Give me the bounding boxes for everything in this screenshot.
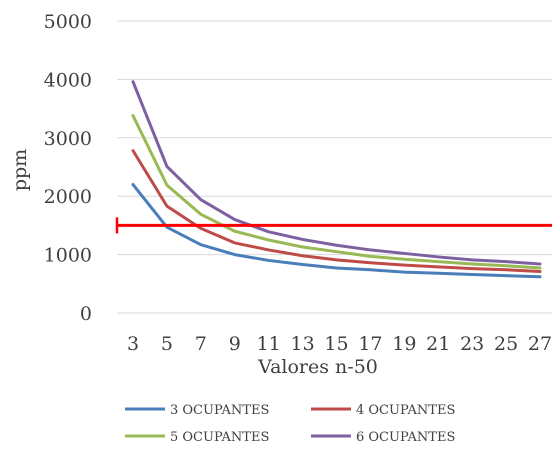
x-tick-label: 9 — [229, 333, 241, 355]
x-axis-title: Valores n-50 — [257, 356, 378, 378]
y-tick-label: 1000 — [44, 245, 92, 267]
x-tick-label: 3 — [127, 333, 139, 355]
x-tick-label: 11 — [257, 333, 281, 355]
series-line-2 — [131, 149, 542, 274]
legend-label: 5 OCUPANTES — [170, 430, 269, 445]
x-tick-label: 15 — [324, 333, 348, 355]
y-tick-label: 2000 — [44, 186, 92, 208]
reference-line-group — [115, 217, 552, 234]
y-tick-label: 3000 — [44, 128, 92, 150]
x-tick-label: 13 — [290, 333, 314, 355]
y-tick-label: 4000 — [44, 69, 92, 91]
x-tick-label: 7 — [195, 333, 207, 355]
y-tick-label: 0 — [80, 303, 92, 325]
x-tick-label: 19 — [392, 333, 416, 355]
gridlines — [117, 20, 552, 314]
x-tick-label: 21 — [426, 333, 450, 355]
x-tick-label: 23 — [460, 333, 484, 355]
series-line-1 — [131, 183, 542, 279]
y-axis-title: ppm — [9, 149, 31, 191]
series-lines — [131, 80, 542, 279]
legend-label: 3 OCUPANTES — [170, 403, 269, 418]
y-axis-ticks: 0 1000 2000 3000 4000 5000 — [44, 11, 92, 325]
legend: 3 OCUPANTES 4 OCUPANTES 5 OCUPANTES 6 OCUPA… — [125, 403, 455, 445]
series-line-3 — [131, 114, 542, 270]
series-line-4 — [131, 80, 542, 266]
x-tick-label: 25 — [494, 333, 518, 355]
x-tick-label: 27 — [528, 333, 552, 355]
x-axis-ticks: 3 5 7 9 11 13 15 17 19 21 23 25 27 — [127, 333, 552, 355]
x-tick-label: 5 — [161, 333, 173, 355]
y-tick-label: 5000 — [44, 11, 92, 33]
legend-label: 6 OCUPANTES — [356, 430, 455, 445]
legend-label: 4 OCUPANTES — [356, 403, 455, 418]
x-tick-label: 17 — [358, 333, 382, 355]
